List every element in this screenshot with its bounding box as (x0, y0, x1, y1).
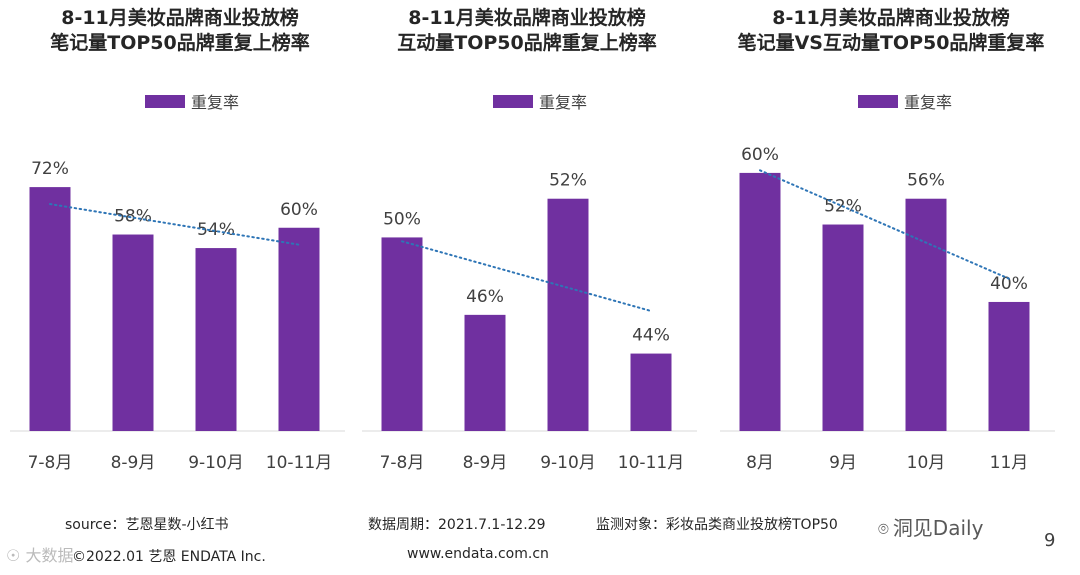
chart-1-value-label-2: 58% (114, 207, 152, 227)
wechat-icon: ⌾ (878, 519, 889, 540)
chart-3-title-line-1: 8-11月美妆品牌商业投放榜 (772, 7, 1010, 29)
chart-2-value-label-4: 44% (632, 326, 670, 346)
chart-3-category-label-3: 10月 (907, 453, 946, 473)
chart-1-value-label-3: 54% (197, 220, 235, 240)
chart-2-bar-4 (630, 353, 672, 431)
chart-2-value-label-1: 50% (383, 209, 421, 229)
footer-copyright: ©2022.01 艺恩 ENDATA Inc. (72, 549, 266, 565)
chart-2-plot: 50% 7-8月 46% 8-9月 52% 9-10月 44% 10-11月 (362, 171, 697, 473)
chart-2-legend: 重复率 (493, 92, 588, 112)
footer-source: source：艺恩星数-小红书 (65, 517, 229, 533)
chart-1-plot: 72% 7-8月 58% 8-9月 54% 9-10月 60% 10-11月 (10, 159, 345, 473)
chart-1-category-label-2: 8-9月 (111, 453, 156, 473)
chart-3-legend-swatch (858, 94, 898, 108)
chart-2-legend-label: 重复率 (539, 93, 588, 112)
watermark-icon: ☉ (6, 546, 21, 565)
chart-1-value-label-1: 72% (31, 159, 69, 179)
chart-3-bar-4 (988, 301, 1030, 431)
chart-2-value-label-2: 46% (466, 287, 504, 307)
chart-1-title: 8-11月美妆品牌商业投放榜 笔记量TOP50品牌重复上榜率 (5, 6, 355, 56)
page-number: 9 (1044, 530, 1056, 551)
chart-1-bar-1 (29, 187, 71, 431)
watermark: ☉ 大数据 (6, 542, 73, 566)
chart-1-value-label-4: 60% (280, 200, 318, 220)
chart-1-legend-label: 重复率 (191, 93, 240, 112)
chart-3-bar-3 (905, 198, 947, 431)
chart-2-value-label-3: 52% (549, 171, 587, 191)
chart-2-bar-3 (547, 198, 589, 431)
chart-3-value-label-1: 60% (741, 145, 779, 165)
chart-3-legend: 重复率 (858, 92, 953, 112)
chart-2-title-line-1: 8-11月美妆品牌商业投放榜 (408, 7, 646, 29)
chart-2-trendline (401, 240, 652, 312)
footer-website: www.endata.com.cn (407, 546, 549, 562)
brand-mark: ⌾ 洞见Daily (878, 512, 983, 541)
chart-1-bar-2 (112, 234, 154, 431)
chart-1-title-line-2: 笔记量TOP50品牌重复上榜率 (50, 32, 310, 54)
chart-3-bar-1 (739, 172, 781, 431)
chart-3-trendline (759, 169, 1010, 280)
chart-3-title: 8-11月美妆品牌商业投放榜 笔记量VS互动量TOP50品牌重复率 (716, 6, 1066, 56)
chart-3-value-label-3: 56% (907, 171, 945, 191)
chart-1-category-label-4: 10-11月 (266, 453, 332, 473)
chart-2-bar-2 (464, 314, 506, 431)
chart-3-title-line-2: 笔记量VS互动量TOP50品牌重复率 (737, 32, 1045, 54)
chart-3-value-label-4: 40% (990, 274, 1028, 294)
chart-3-legend-label: 重复率 (904, 93, 953, 112)
chart-2-category-label-2: 8-9月 (463, 453, 508, 473)
chart-2-legend-swatch (493, 94, 533, 108)
brand-name: 洞见Daily (892, 516, 984, 540)
chart-2-category-label-3: 9-10月 (540, 453, 596, 473)
chart-3-category-label-1: 8月 (746, 453, 774, 473)
chart-1-bar-3 (195, 248, 237, 431)
chart-1-category-label-3: 9-10月 (188, 453, 244, 473)
chart-2-category-label-4: 10-11月 (618, 453, 684, 473)
chart-3-category-label-2: 9月 (829, 453, 857, 473)
chart-1-trendline (49, 203, 300, 246)
chart-1-bar-4 (278, 227, 320, 431)
chart-1-title-line-1: 8-11月美妆品牌商业投放榜 (61, 7, 299, 29)
chart-1-legend-swatch (145, 94, 185, 108)
chart-2-bar-1 (381, 237, 423, 431)
chart-3-bar-2 (822, 224, 864, 431)
chart-2-title-line-2: 互动量TOP50品牌重复上榜率 (397, 32, 657, 54)
chart-2-category-label-1: 7-8月 (380, 453, 425, 473)
chart-1-category-label-1: 7-8月 (28, 453, 73, 473)
footer-target: 监测对象：彩妆品类商业投放榜TOP50 (596, 517, 838, 533)
footer-period: 数据周期：2021.7.1-12.29 (368, 517, 546, 533)
chart-3-category-label-4: 11月 (990, 453, 1029, 473)
watermark-text: 大数据 (25, 546, 74, 565)
chart-1-legend: 重复率 (145, 92, 240, 112)
chart-2-title: 8-11月美妆品牌商业投放榜 互动量TOP50品牌重复上榜率 (352, 6, 702, 56)
